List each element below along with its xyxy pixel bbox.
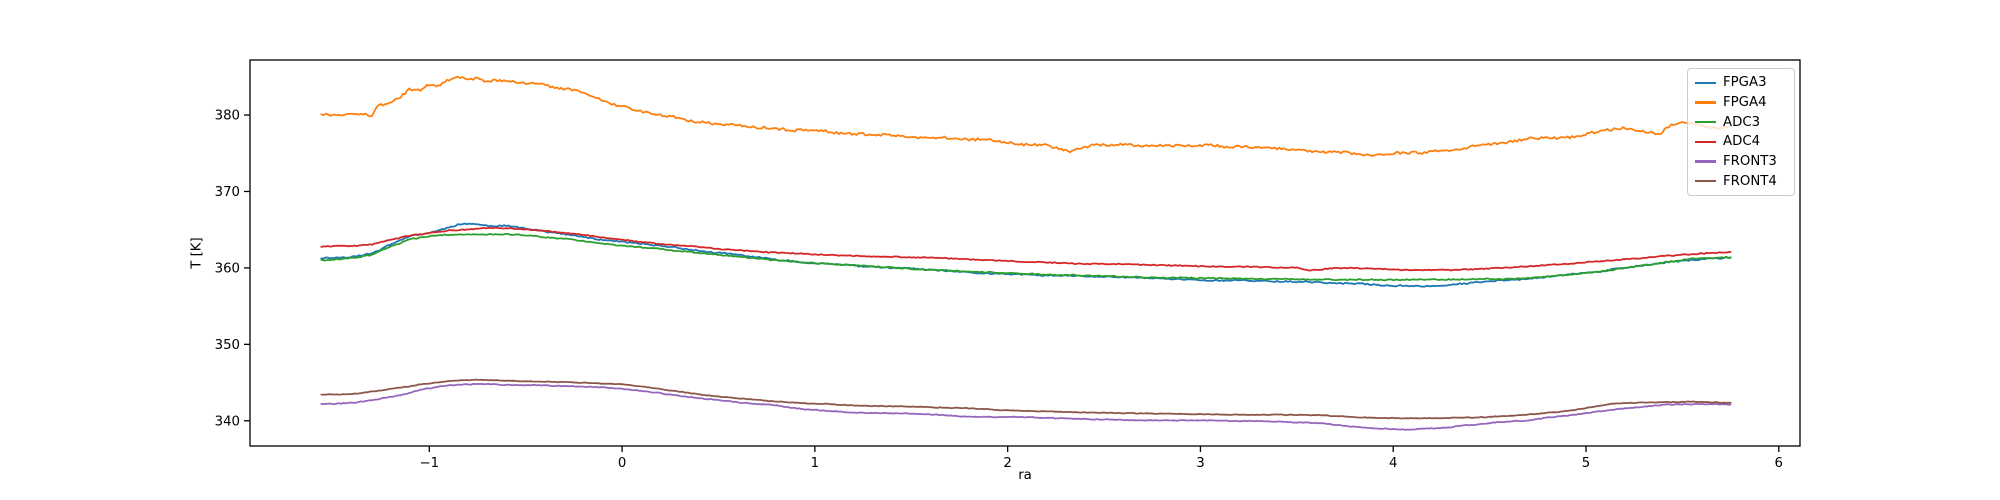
legend-item-ADC4: ADC4: [1695, 132, 1787, 151]
legend-item-FRONT3: FRONT3: [1695, 152, 1787, 171]
series-line-FPGA3: [320, 222, 1732, 288]
series-line-FRONT4: [320, 378, 1732, 420]
series-line-ADC4: [320, 226, 1732, 272]
y-tick-label-1: 350: [215, 338, 240, 353]
x-tick-label-2: 1: [811, 456, 819, 471]
legend-label-ADC3: ADC3: [1723, 114, 1761, 130]
plot-spines: [249, 59, 1801, 447]
legend-line-sample-ADC4: [1695, 140, 1716, 143]
x-axis-label: ra: [1018, 468, 1032, 483]
legend-item-ADC3: ADC3: [1695, 113, 1787, 132]
x-tick-label-1: 0: [618, 456, 626, 471]
legend-label-FPGA4: FPGA4: [1723, 94, 1767, 110]
legend-item-FRONT4: FRONT4: [1695, 172, 1787, 191]
series-line-FPGA4: [320, 75, 1732, 157]
legend-label-ADC4: ADC4: [1723, 134, 1761, 150]
y-axis-label: T [K]: [189, 237, 205, 269]
x-tick-label-5: 4: [1389, 456, 1397, 471]
legend: FPGA3 FPGA4 ADC3 ADC4 FRONT3 FRONT4: [1687, 68, 1795, 196]
legend-label-FPGA3: FPGA3: [1723, 75, 1767, 91]
legend-item-FPGA3: FPGA3: [1695, 73, 1787, 92]
legend-line-sample-FPGA3: [1695, 81, 1716, 85]
legend-line-sample-FPGA4: [1695, 101, 1716, 104]
legend-label-FRONT3: FRONT3: [1723, 153, 1777, 169]
y-tick-label-4: 380: [215, 109, 240, 124]
legend-line-sample-FRONT3: [1695, 160, 1716, 163]
x-tick-label-4: 3: [1196, 456, 1204, 471]
legend-line-sample-ADC3: [1695, 120, 1716, 124]
legend-label-FRONT4: FRONT4: [1723, 173, 1777, 189]
x-tick-label-7: 6: [1775, 456, 1783, 471]
y-tick-label-0: 340: [215, 414, 240, 429]
x-tick-label-6: 5: [1582, 456, 1590, 471]
y-tick-label-3: 370: [215, 185, 240, 200]
series-line-FRONT3: [320, 382, 1732, 431]
y-tick-label-2: 360: [215, 261, 240, 276]
x-tick-label-0: −1: [419, 456, 439, 471]
x-tick-label-3: 2: [1003, 456, 1011, 471]
legend-line-sample-FRONT4: [1695, 179, 1716, 183]
legend-item-FPGA4: FPGA4: [1695, 93, 1787, 112]
series-line-ADC3: [320, 233, 1732, 282]
